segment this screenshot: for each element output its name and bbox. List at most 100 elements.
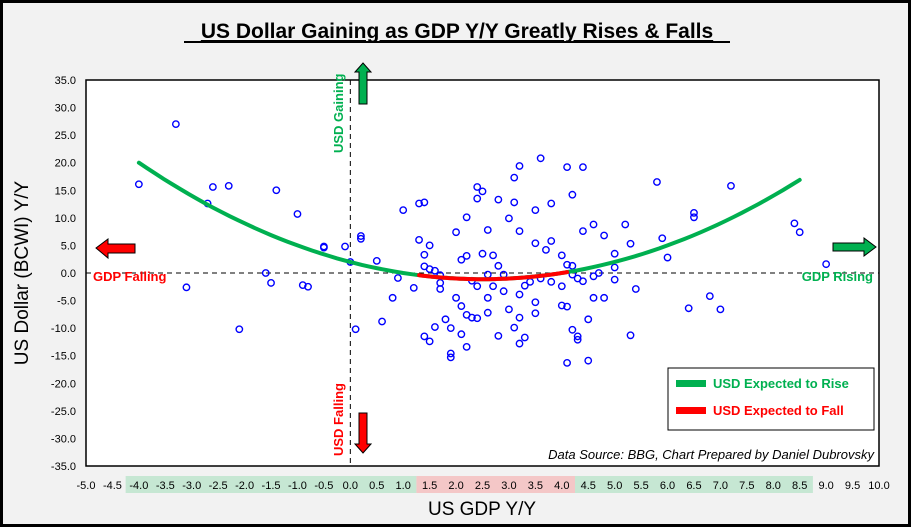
x-tick-label: -5.0	[77, 480, 96, 492]
scatter-point	[653, 178, 661, 186]
scatter-point	[420, 250, 429, 259]
y-tick-label: -15.0	[51, 351, 76, 363]
y-tick-label: 25.0	[55, 130, 76, 142]
scatter-point	[727, 181, 735, 190]
scatter-point	[431, 266, 439, 275]
scatter-point	[357, 234, 365, 243]
x-tick-label: 4.5	[581, 480, 596, 492]
scatter-point	[478, 187, 487, 196]
y-tick-label: -10.0	[51, 323, 76, 335]
y-tick-label: 5.0	[61, 240, 76, 252]
scatter-point	[341, 242, 349, 251]
scatter-point	[409, 283, 418, 292]
scatter-point	[510, 323, 519, 332]
legend: USD Expected to Rise USD Expected to Fal…	[667, 367, 875, 431]
legend-label-rise: USD Expected to Rise	[713, 376, 849, 391]
scatter-point	[563, 260, 571, 269]
scatter-point	[520, 333, 529, 342]
scatter-point	[568, 261, 577, 270]
scatter-point	[272, 186, 281, 195]
y-axis-title: US Dollar (BCWI) Y/Y	[12, 180, 33, 365]
y-tick-label: -35.0	[51, 461, 76, 473]
x-tick-label: 9.5	[845, 480, 860, 492]
x-axis-ticks: -5.0 -4.5 -4.0 -3.5 -3.0 -2.5 -2.0 -1.5 -1.0 -0.5…	[77, 480, 890, 492]
scatter-point	[568, 325, 577, 334]
x-tick-label: 5.5	[633, 480, 648, 492]
scatter-point	[494, 261, 503, 270]
x-tick-label: 6.0	[660, 480, 675, 492]
scatter-point	[573, 332, 582, 341]
scatter-point	[293, 210, 302, 218]
scatter-point	[531, 239, 540, 248]
scatter-point	[589, 293, 598, 302]
legend-label-fall: USD Expected to Fall	[713, 403, 844, 418]
scatter-point	[658, 234, 667, 243]
chart-frame: US Dollar Gaining as GDP Y/Y Greatly Ris…	[3, 3, 908, 524]
scatter-point	[483, 293, 492, 302]
scatter-point	[594, 269, 603, 277]
scatter-point	[822, 260, 831, 269]
scatter-point	[134, 180, 143, 189]
scatter-point	[171, 120, 180, 129]
scatter-point	[563, 163, 571, 172]
x-tick-label: 2.0	[448, 480, 463, 492]
x-tick-label: 1.5	[422, 480, 437, 492]
scatter-point	[489, 282, 497, 291]
scatter-point	[547, 237, 556, 245]
x-tick-label: -3.0	[182, 480, 201, 492]
x-tick-label: -1.5	[262, 480, 281, 492]
x-tick-label: 10.0	[868, 480, 889, 492]
scatter-point	[420, 198, 429, 207]
scatter-point	[515, 290, 524, 299]
scatter-point	[388, 293, 397, 302]
scatter-point	[584, 356, 593, 365]
scatter-point	[557, 251, 566, 260]
scatter-point	[224, 181, 233, 190]
x-tick-label: 8.0	[766, 480, 781, 492]
scatter-point	[494, 331, 503, 340]
scatter-point	[531, 298, 540, 307]
usd-falling-arrow-icon	[353, 412, 373, 454]
scatter-point	[415, 236, 423, 244]
scatter-point	[563, 358, 571, 367]
scatter-point	[626, 331, 635, 340]
scatter-point	[425, 241, 434, 250]
x-tick-label: 4.0	[554, 480, 569, 492]
scatter-point	[208, 183, 217, 191]
scatter-point	[473, 183, 482, 191]
scatter-point	[415, 199, 423, 208]
scatter-point	[515, 339, 524, 348]
usd-gaining-arrow-icon	[353, 62, 373, 105]
scatter-point	[547, 277, 556, 286]
scatter-point	[319, 242, 328, 251]
scatter-point	[441, 315, 450, 324]
scatter-point	[610, 249, 619, 258]
scatter-point	[378, 317, 386, 326]
scatter-point	[457, 255, 466, 264]
x-tick-label: 7.0	[713, 480, 728, 492]
scatter-point	[425, 337, 434, 346]
y-tick-label: 0.0	[61, 268, 76, 280]
scatter-point	[399, 206, 408, 215]
scatter-chart: US Dollar Gaining as GDP Y/Y Greatly Ris…	[12, 20, 890, 520]
scatter-point	[547, 199, 556, 208]
scatter-point	[579, 277, 587, 286]
x-tick-label: 1.0	[396, 480, 411, 492]
scatter-point	[452, 228, 460, 237]
scatter-point	[557, 301, 566, 310]
x-tick-band-2	[575, 476, 813, 493]
x-tick-label: -0.5	[314, 480, 333, 492]
y-tick-label: -25.0	[51, 406, 76, 418]
scatter-point	[420, 332, 429, 341]
scatter-point	[431, 323, 439, 331]
y-tick-label: -5.0	[57, 296, 76, 308]
x-tick-label: 3.0	[501, 480, 516, 492]
scatter-point	[478, 249, 487, 258]
gdp-rising-arrow-icon	[832, 237, 877, 257]
scatter-point	[531, 309, 540, 318]
y-tick-label: 35.0	[55, 75, 76, 87]
chart-title: US Dollar Gaining as GDP Y/Y Greatly Ris…	[201, 20, 713, 43]
scatter-point	[600, 231, 608, 240]
y-tick-label: 15.0	[55, 185, 76, 197]
x-tick-label: 0.0	[343, 480, 358, 492]
